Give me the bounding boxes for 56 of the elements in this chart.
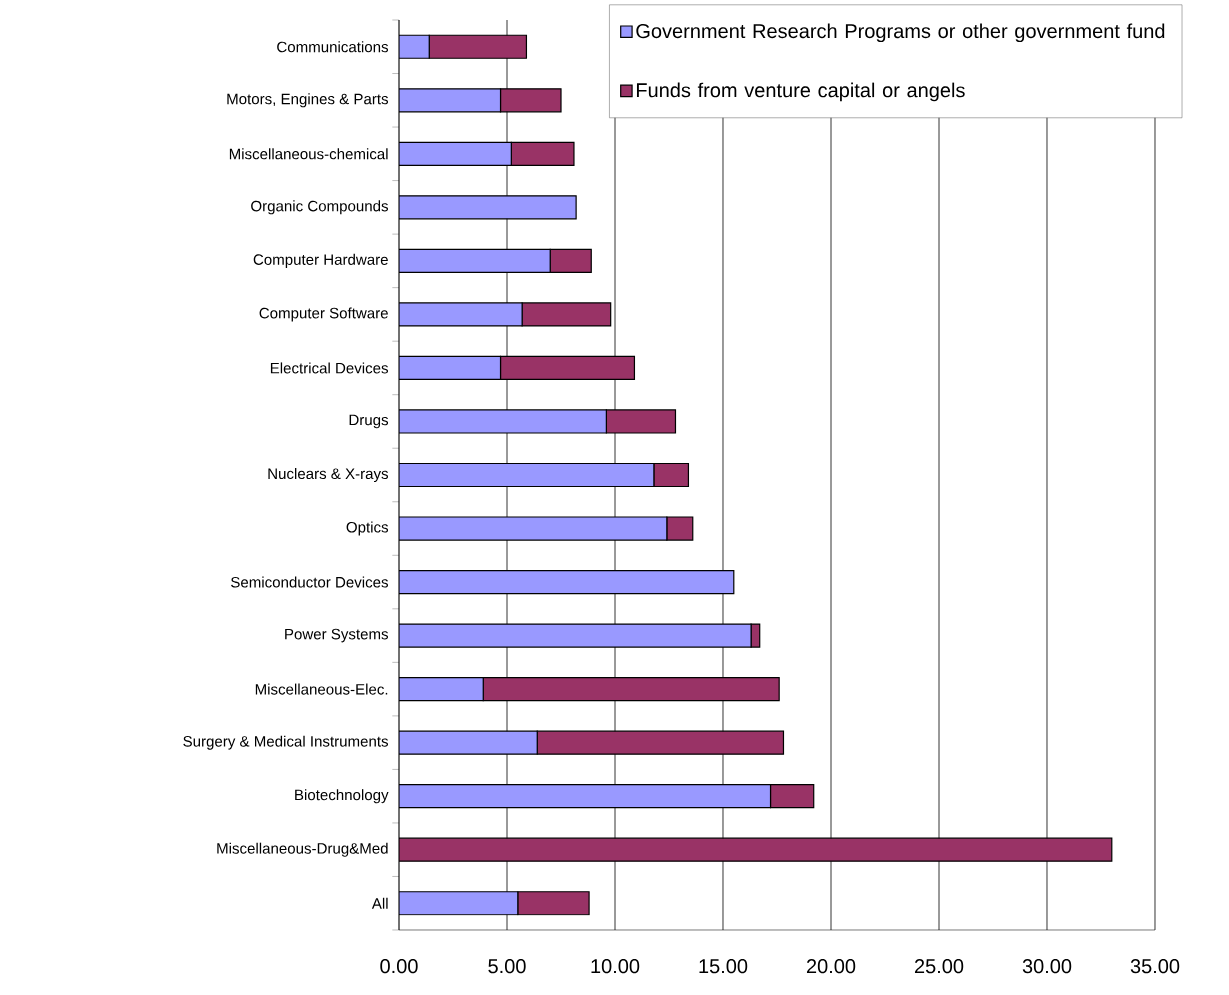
bar xyxy=(653,462,690,488)
y-tick-label: Electrical Devices xyxy=(270,362,389,374)
y-tick-label: Miscellaneous-chemical xyxy=(229,148,388,160)
bar xyxy=(399,302,523,327)
y-tick-label: Motors, Engines & Parts xyxy=(227,93,389,108)
y-tick-label: Communications xyxy=(277,41,389,53)
bar xyxy=(510,141,575,166)
bar xyxy=(517,891,590,916)
bar xyxy=(399,677,484,702)
y-tick-label: Organic Compounds xyxy=(251,200,389,215)
y-tick-label: Surgery & Medical Instruments xyxy=(183,735,389,750)
y-tick-label: Semiconductor Devices xyxy=(231,576,389,588)
y-tick-label: Miscellaneous-Elec. xyxy=(255,683,388,695)
bar xyxy=(399,837,1113,862)
y-tick-label: Optics xyxy=(346,521,389,536)
bar xyxy=(399,462,655,488)
x-tick-label: 20.00 xyxy=(806,959,856,974)
bar xyxy=(399,516,668,541)
bar xyxy=(399,248,551,273)
bar xyxy=(769,784,815,809)
bar xyxy=(399,569,735,595)
x-tick-label: 0.00 xyxy=(380,959,418,974)
bar xyxy=(399,409,607,434)
y-tick-label: Drugs xyxy=(349,414,389,429)
y-tick-label: Computer Software xyxy=(259,307,388,322)
x-tick-label: 15.00 xyxy=(699,959,748,974)
bar xyxy=(399,355,502,381)
bar xyxy=(399,891,519,916)
bar xyxy=(399,784,772,809)
bar xyxy=(399,34,430,59)
bar xyxy=(521,302,612,327)
legend-label: Funds from venture capital or angels xyxy=(636,82,965,102)
bar xyxy=(482,677,780,702)
x-tick-label: 10.00 xyxy=(591,959,640,974)
y-tick-label: Power Systems xyxy=(285,628,389,643)
bar xyxy=(499,88,562,113)
x-tick-label: 30.00 xyxy=(1022,959,1072,974)
bar xyxy=(399,623,752,648)
bar xyxy=(536,730,785,755)
bar xyxy=(399,141,512,166)
y-tick-label: Biotechnology xyxy=(295,789,389,804)
bar xyxy=(428,34,528,59)
y-tick-label: Computer Hardware xyxy=(253,253,388,268)
y-tick-label: Nuclears & X-rays xyxy=(268,467,389,483)
bar xyxy=(499,355,636,381)
bar xyxy=(399,195,577,220)
x-tick-label: 35.00 xyxy=(1130,959,1180,974)
bar xyxy=(605,409,677,434)
bar xyxy=(549,248,592,273)
y-tick-label: All xyxy=(371,897,388,909)
bar xyxy=(399,730,538,755)
bar xyxy=(399,88,502,113)
x-tick-label: 5.00 xyxy=(488,959,526,974)
x-tick-label: 25.00 xyxy=(914,959,964,974)
y-tick-label: Miscellaneous-Drug&Med xyxy=(217,842,388,857)
legend-label: Government Research Programs or other government fund xyxy=(636,23,1165,43)
